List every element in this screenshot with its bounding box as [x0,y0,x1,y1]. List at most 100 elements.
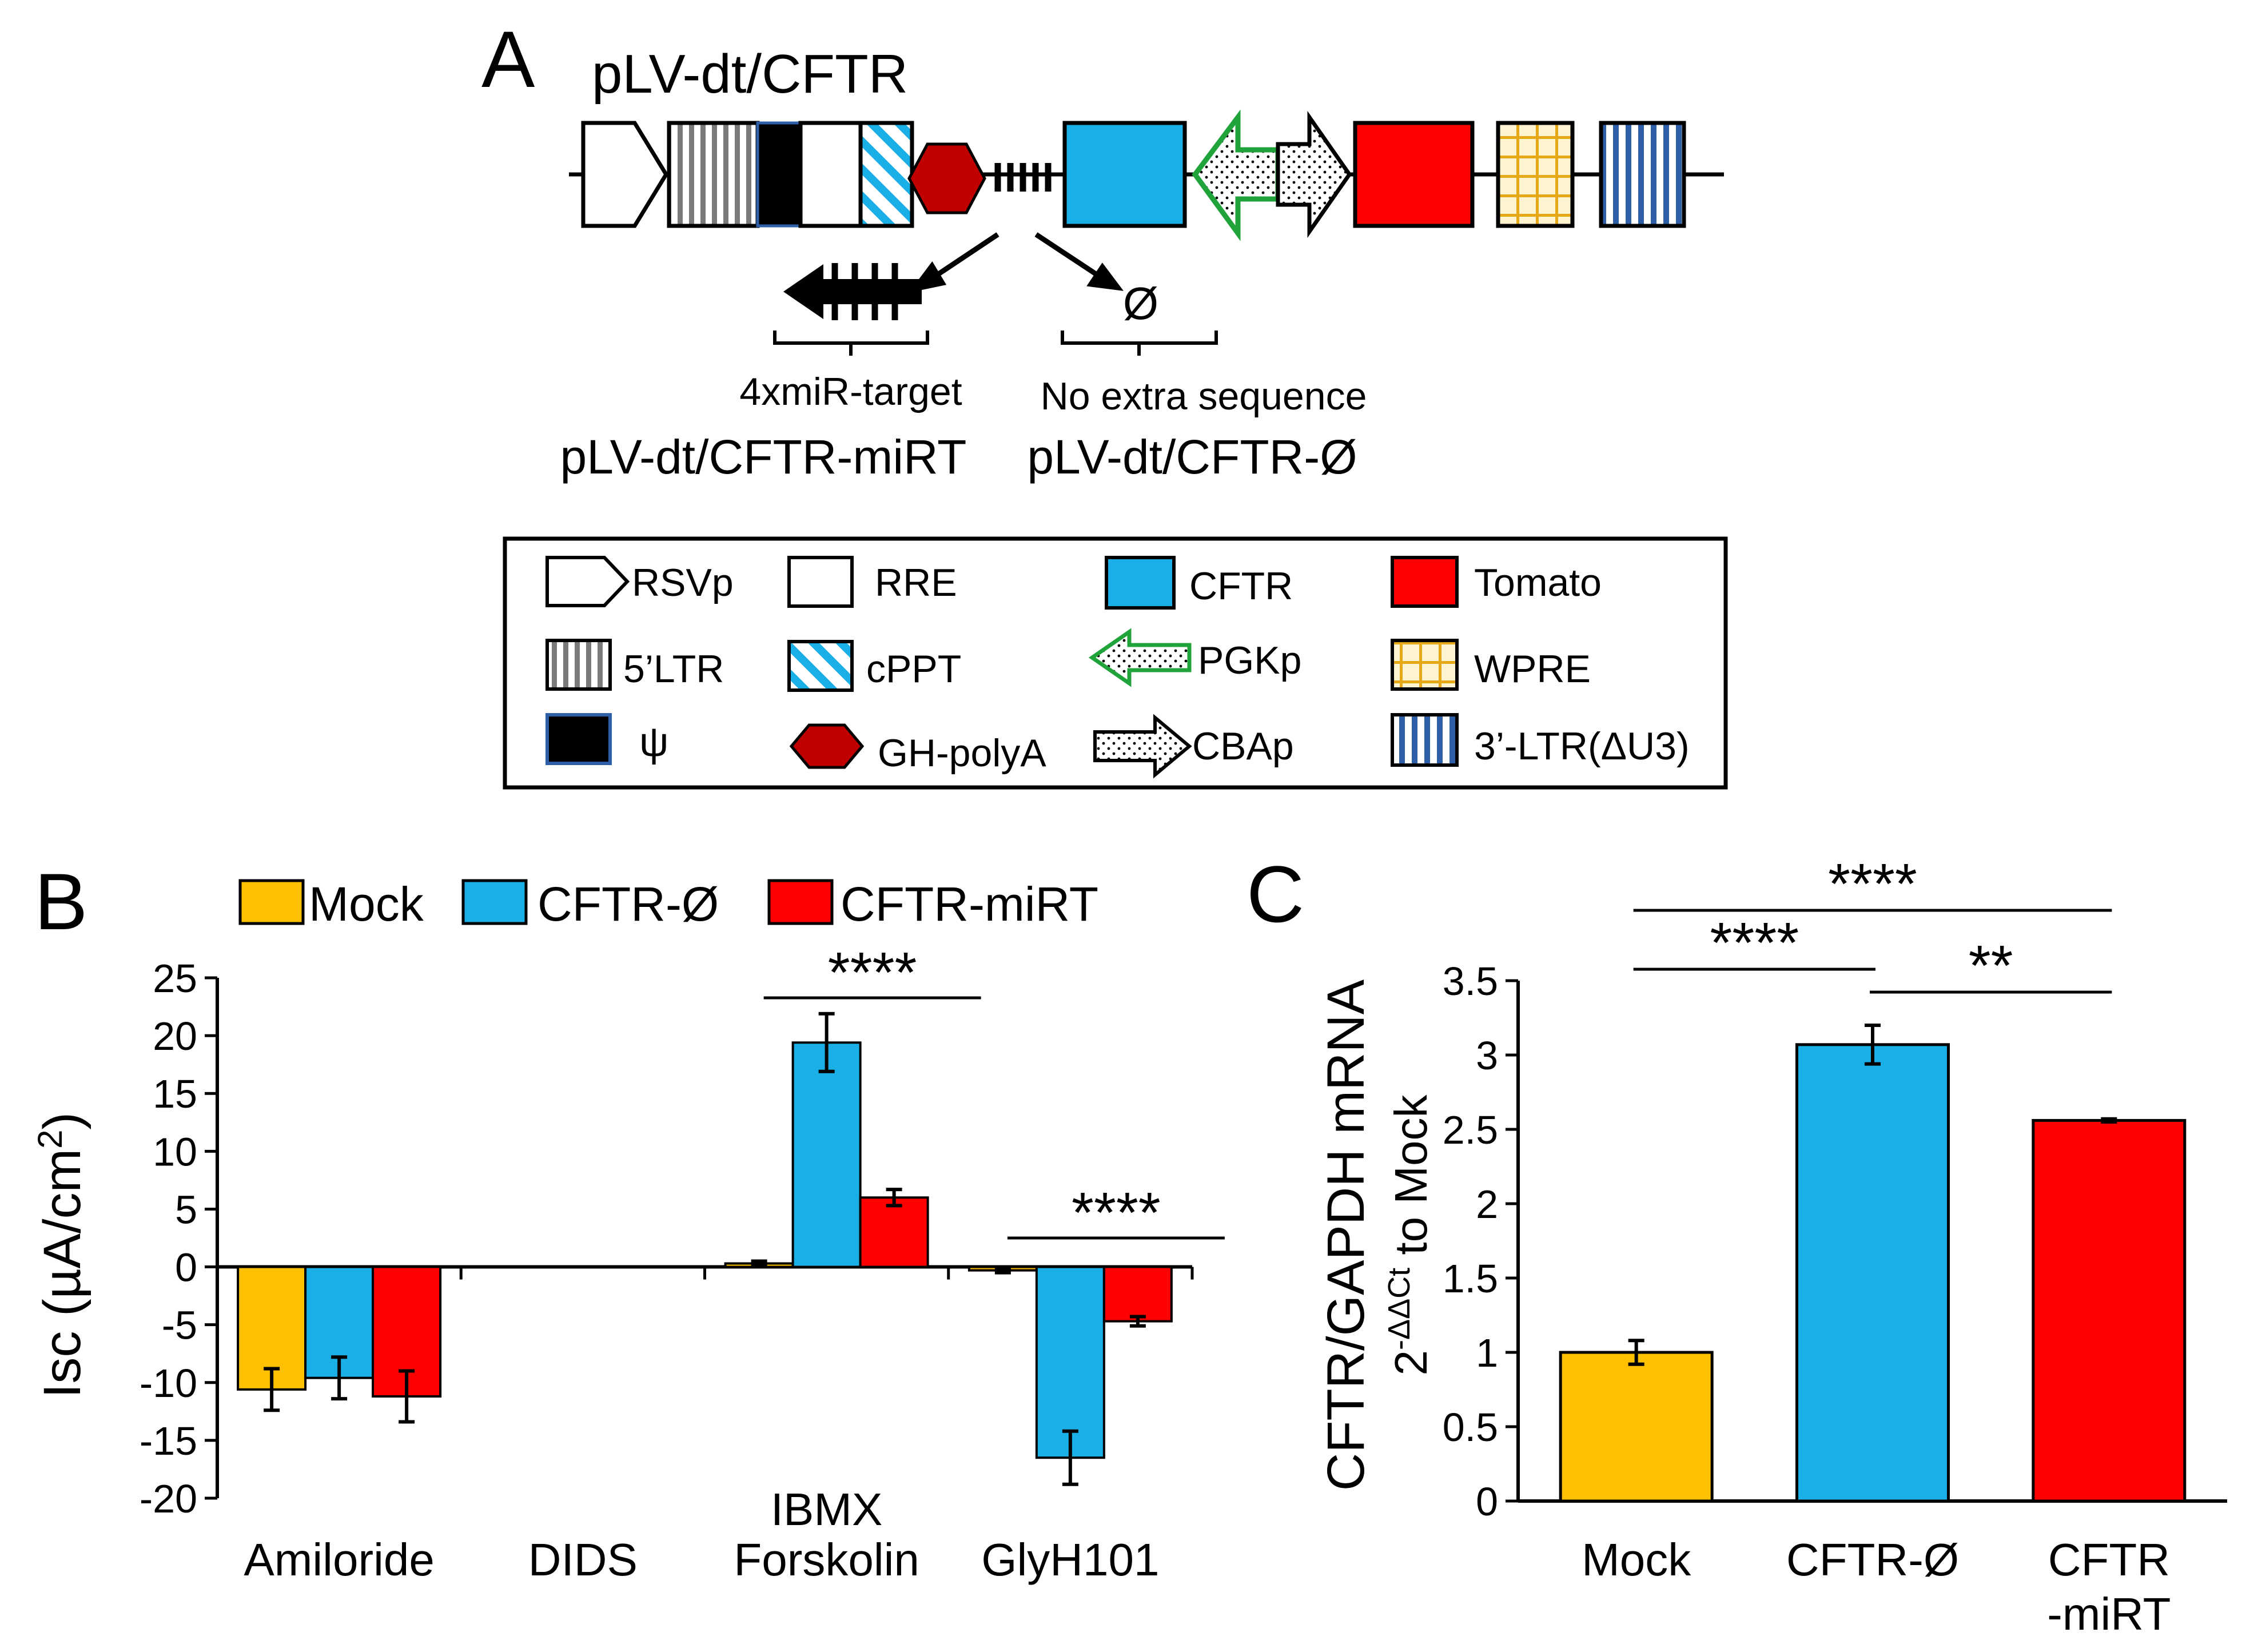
chart-c-y-tick-label: 2 [1476,1182,1498,1227]
panel-c: C CFTR/GAPDH mRNA 2-ΔΔCt to Mock 3.532.5… [1247,849,2227,1639]
chart-b: 25 20 15 10 5 0 -5 -10 -15 -20 Amiloride DIDS IBMXFo… [140,941,1225,1585]
chart-c-category-label: CFTR [2048,1534,2170,1585]
panel-a: A pLV-dt/CFTR [481,14,1728,790]
panel-b: B Mock CFTR-Ø CFTR-miRT Isc (µA/cm2) 252… [31,857,1225,1585]
legend-cbap-icon [1093,714,1192,779]
chart-c-y-tick-label: 1.5 [1443,1256,1498,1301]
chart-b-bar [859,1196,929,1268]
ghpolya-shape [907,142,986,214]
rsvp-promoter-shape [581,121,669,228]
chart-b-y-tick-label: -10 [140,1361,197,1406]
mirt-comb-shape [994,163,1052,192]
chart-c-significance-label: ** [1969,934,2013,998]
mirt-construct-name: pLV-dt/CFTR-miRT [560,430,967,484]
legend-wpre-label: WPRE [1474,647,1591,691]
legend-cbap-label: CBAp [1192,725,1294,768]
psi-shape [756,121,802,228]
legend-wpre-icon [1391,639,1459,691]
legend-rre-label: RRE [875,561,957,604]
legend-ltr5-icon [545,639,612,691]
legend-cppt-label: cPPT [866,647,961,691]
chart-b-y-tick-label: 15 [153,1072,197,1116]
legend-ghpolya-label: GH-polyA [878,731,1046,775]
mirt-insert-arrow-shape [783,263,922,320]
legend-ghpolya-icon [789,723,865,769]
chart-b-y-tick-label: 0 [175,1245,197,1290]
cppt-shape [858,121,914,228]
chart-c-bar [1559,1351,1714,1503]
chart-c-significance-label: **** [1828,852,1917,916]
chart-c-y-axis-sublabel: 2-ΔΔCt to Mock [1382,1094,1436,1376]
cbap-shape [1276,110,1352,238]
legend-rsvp-label: RSVp [632,561,734,604]
chart-c-y-tick-label: 0 [1476,1479,1498,1524]
legend-pgkp-icon [1088,628,1192,687]
chart-b-bar [791,1041,862,1268]
chart-c-y-axis-label: CFTR/GAPDH mRNA [1317,979,1375,1491]
legend-cftr-mirt-swatch [767,879,834,925]
legend-cftr-icon [1105,556,1176,610]
legend-pgkp-label: PGKp [1198,639,1301,682]
mirt-caption: 4xmiR-target [739,370,962,413]
null-construct-name: pLV-dt/CFTR-Ø [1027,430,1357,484]
legend-cftr-null-label: CFTR-Ø [537,877,719,931]
legend-rre-icon [787,556,854,608]
legend-tomato-label: Tomato [1474,561,1602,604]
chart-b-y-axis-label: Isc (µA/cm2) [31,1112,91,1398]
legend-tomato-icon [1391,556,1459,608]
chart-b-significance-label: **** [1072,1181,1161,1245]
chart-b-category-label: GlyH101 [981,1534,1159,1585]
legend-mock-label: Mock [309,877,424,931]
construct-title: pLV-dt/CFTR [592,43,908,105]
legend-psi-label: ψ [639,719,668,765]
legend-ltr3-icon [1391,713,1459,767]
legend-mock-swatch [238,879,305,925]
null-caption: No extra sequence [1041,375,1367,418]
legend-psi-icon [545,713,612,765]
chart-b-y-axis-label-main: Isc (µA/cm [33,1149,91,1398]
chart-c-y-tick-label: 3 [1476,1033,1498,1078]
chart-c-y-sublabel-rest: to Mock [1385,1094,1436,1268]
legend-cftr-mirt-label: CFTR-miRT [841,877,1098,931]
chart-c-bar [1795,1043,1950,1503]
chart-c-category-label: Mock [1582,1534,1691,1585]
chart-b-y-tick-label: 10 [153,1129,197,1174]
panel-b-legend: Mock CFTR-Ø CFTR-miRT [238,877,1098,931]
mirt-brace [773,331,929,356]
element-legend: RSVp 5’LTR ψ RRE cPPT GH-polyA CFTR PGKp… [503,536,1728,790]
legend-cppt-icon [787,640,854,692]
ltr5-shape [667,121,760,228]
chart-b-category-label: Amiloride [244,1534,434,1585]
chart-c-y-tick-label: 0.5 [1443,1405,1498,1450]
chart-b-bar [1035,1265,1105,1459]
chart-b-bar [1102,1265,1173,1323]
chart-c-y-tick-label: 3.5 [1443,959,1498,1004]
chart-b-category-label: DIDS [528,1534,638,1585]
chart-c-category-label: CFTR-Ø [1786,1534,1959,1585]
chart-c-y-sublabel-sup: -ΔΔCt [1382,1268,1416,1350]
chart-b-category-label: IBMX [771,1484,883,1535]
tomato-shape [1353,121,1475,228]
wpre-shape [1496,121,1575,228]
cftr-shape [1062,121,1187,228]
legend-ltr5-label: 5’LTR [623,647,724,691]
legend-ltr3-label: 3’-LTR(ΔU3) [1474,725,1690,768]
chart-b-y-tick-label: -20 [140,1476,197,1521]
ltr3-shape [1599,121,1686,228]
null-brace [1061,331,1218,356]
panel-b-letter: B [34,857,87,946]
chart-b-category-label: Forskolin [734,1534,919,1585]
mirt-branch-arrows [909,232,1124,293]
pgkp-shape [1192,109,1281,241]
null-symbol: Ø [1123,278,1158,329]
chart-c-y-tick-label: 1 [1476,1331,1498,1375]
chart-b-y-axis-label-end: ) [33,1112,91,1130]
panel-a-letter: A [481,14,535,104]
chart-b-significance-label: **** [828,941,917,1005]
legend-rsvp-icon [545,556,630,607]
chart-b-y-tick-label: 25 [153,956,197,1001]
chart-c-y-sublabel-base: 2 [1385,1350,1436,1376]
chart-c-significance-label: **** [1710,911,1799,975]
